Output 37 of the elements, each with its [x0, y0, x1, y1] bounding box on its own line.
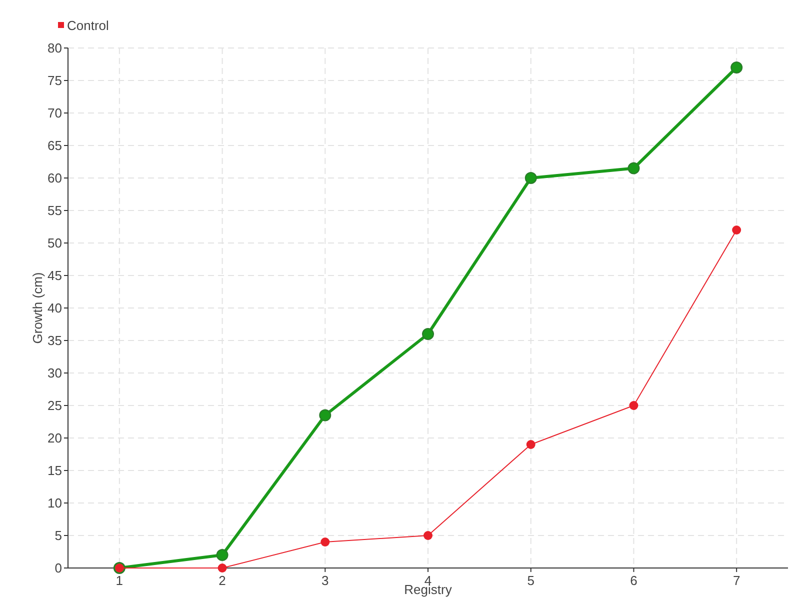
point	[730, 62, 743, 74]
y-tick-label: 15	[48, 463, 62, 478]
y-tick-label: 25	[48, 398, 62, 414]
x-tick-label: 7	[732, 573, 740, 588]
y-tick-label: 10	[48, 496, 62, 511]
point	[732, 226, 742, 234]
point	[628, 162, 640, 174]
y-tick-label: 60	[48, 170, 62, 186]
y-tick-label: 70	[48, 106, 62, 121]
y-tick-label: 30	[48, 366, 62, 381]
point	[218, 564, 227, 572]
point	[629, 401, 638, 410]
x-tick-label: 1	[116, 573, 124, 588]
y-axis-title: Growth (cm)	[30, 272, 45, 344]
y-tick-label: 75	[48, 73, 62, 88]
point	[216, 549, 228, 561]
x-tick-label: 2	[218, 573, 226, 588]
y-tick-label: 50	[48, 236, 62, 251]
y-tick-label: 20	[48, 430, 62, 446]
point	[424, 531, 432, 540]
y-tick-label: 0	[54, 560, 62, 576]
point	[526, 440, 536, 449]
point	[319, 409, 332, 422]
y-tick-label: 80	[48, 40, 62, 56]
x-tick-label: 6	[630, 573, 638, 588]
x-tick-label: 3	[322, 573, 329, 588]
y-tick-label: 55	[48, 203, 62, 218]
point	[320, 538, 330, 546]
y-tick-label: 40	[48, 300, 62, 316]
x-tick-label: 5	[527, 573, 534, 588]
legend-label: Control	[67, 18, 110, 33]
point	[422, 328, 434, 340]
y-tick-label: 5	[54, 528, 62, 544]
y-tick-label: 65	[48, 138, 62, 154]
point	[524, 172, 537, 184]
y-tick-label: 35	[48, 333, 62, 348]
y-tick-label: 45	[48, 268, 62, 284]
